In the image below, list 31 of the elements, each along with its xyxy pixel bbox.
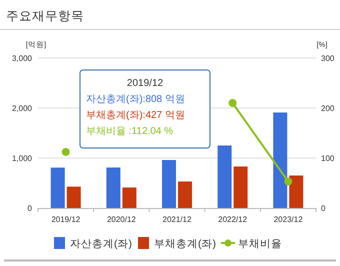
point xyxy=(62,148,70,156)
point xyxy=(284,178,292,186)
legend-label: 부채비율 xyxy=(238,238,282,250)
chart-title: 주요재무항목 xyxy=(6,9,84,23)
y-tick-label: 2,000 xyxy=(12,104,33,113)
bar xyxy=(218,146,232,208)
bar xyxy=(162,160,176,208)
legend-label: 자산총계(좌) xyxy=(70,238,132,250)
bar xyxy=(50,168,65,208)
bar xyxy=(66,186,81,208)
y2-tick-label: 300 xyxy=(321,54,335,63)
bar xyxy=(273,112,288,208)
y-tick-label: 1,000 xyxy=(12,154,33,163)
x-tick-label: 2022/12 xyxy=(218,215,248,224)
x-tick-label: 2021/12 xyxy=(162,215,192,224)
y2-tick-label: 100 xyxy=(321,154,335,163)
x-tick-label: 2020/12 xyxy=(106,215,136,224)
bar xyxy=(234,166,248,208)
bar xyxy=(122,188,136,208)
legend-label: 부채총계(좌) xyxy=(154,238,216,250)
bar xyxy=(289,176,304,208)
y2-tick-label: 0 xyxy=(321,204,326,213)
bar xyxy=(178,182,192,208)
x-tick-label: 2019/12 xyxy=(51,215,81,224)
annotation: 2019/12 자산총계(좌):808 억원 부채총계(좌):427 억원 부채비율 :112.04 % xyxy=(86,78,185,137)
y-tick-label: 3,000 xyxy=(12,54,33,63)
y-tick-label: 0 xyxy=(28,204,33,213)
y2-tick-label: 200 xyxy=(321,104,335,113)
point xyxy=(228,99,237,107)
bar xyxy=(106,168,120,208)
x-tick-label: 2023/12 xyxy=(274,215,304,224)
